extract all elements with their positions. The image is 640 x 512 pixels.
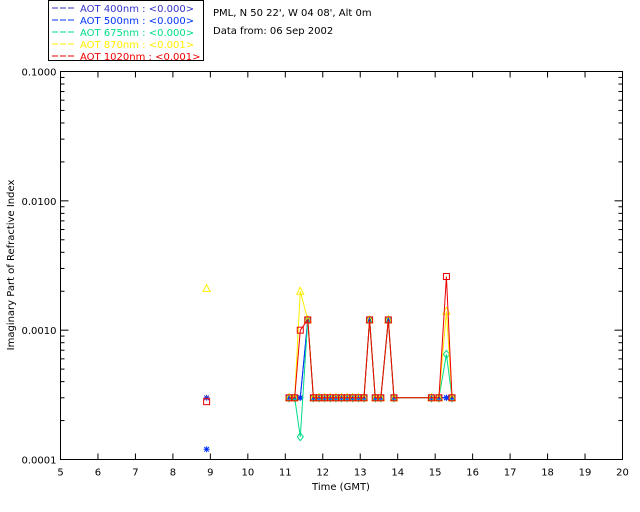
series (203, 272, 456, 406)
plot-area (60, 71, 623, 460)
x-tick-label: 18 (541, 468, 554, 479)
x-tick-label: 9 (207, 468, 213, 479)
x-tick-label: 13 (354, 468, 367, 479)
x-tick-label: 16 (466, 468, 479, 479)
legend: AOT 400nm : <0.000>AOT 500nm : <0.000>AO… (48, 0, 204, 63)
y-tick-label: 0.0001 (22, 456, 57, 467)
axis-ticks: 5 6 7 8 9 10 11 12 13 14 15 16 17 18 19 20 0.0001 0.0010 0… (22, 68, 629, 479)
data-point (390, 394, 398, 402)
data-point (360, 394, 368, 402)
data-point (349, 392, 357, 403)
legend-label: AOT 870nm : <0.001> (80, 40, 194, 51)
data-point (202, 283, 211, 292)
x-tick-label: 14 (391, 468, 404, 479)
data-point (343, 392, 351, 403)
x-tick-label: 12 (316, 468, 329, 479)
data-point (360, 392, 368, 403)
x-tick-label: 8 (170, 468, 176, 479)
x-tick-label: 6 (95, 468, 101, 479)
y-tick-label: 0.0010 (22, 326, 57, 337)
data-point (309, 392, 318, 403)
data-point (332, 392, 340, 403)
legend-label: AOT 675nm : <0.000> (80, 28, 194, 39)
x-tick-label: 20 (616, 468, 629, 479)
x-tick-label: 15 (429, 468, 442, 479)
data-point (203, 394, 210, 401)
data-point (377, 394, 385, 402)
x-tick-label: 17 (504, 468, 517, 479)
x-axis-title: Time (GMT) (311, 482, 370, 493)
data-point (427, 392, 436, 403)
data-point (390, 392, 398, 403)
data-point (435, 394, 443, 402)
x-tick-label: 11 (279, 468, 292, 479)
info-line-date: Data from: 06 Sep 2002 (213, 26, 333, 37)
series-layer (202, 272, 457, 453)
x-tick-label: 10 (241, 468, 254, 479)
data-point (203, 398, 211, 406)
data-point (366, 316, 374, 324)
legend-label: AOT 1020nm : <0.001> (80, 52, 200, 63)
data-point (315, 392, 323, 403)
data-point (291, 394, 299, 402)
data-point (443, 394, 450, 401)
data-point (354, 392, 362, 403)
data-point (296, 431, 304, 442)
data-point (337, 392, 346, 403)
data-point (295, 286, 305, 295)
y-tick-label: 0.1000 (22, 68, 57, 79)
x-tick-label: 19 (579, 468, 592, 479)
data-point (442, 272, 450, 280)
series-line (289, 276, 453, 399)
y-tick-label: 0.0100 (22, 197, 57, 208)
data-point (377, 392, 385, 403)
x-tick-label: 5 (57, 468, 63, 479)
data-point (291, 392, 299, 403)
data-point (442, 349, 451, 360)
data-point (448, 392, 456, 403)
data-point (296, 326, 304, 334)
data-point (203, 446, 210, 453)
data-point (435, 392, 443, 403)
info-line-location: PML, N 50 22', W 04 08', Alt 0m (213, 8, 372, 19)
data-point (297, 394, 304, 401)
legend-label: AOT 400nm : <0.000> (80, 4, 194, 15)
legend-box (48, 0, 204, 61)
data-point (321, 392, 329, 403)
data-point (448, 394, 456, 402)
y-axis-title: Imaginary Part of Refractive Index (6, 180, 17, 351)
data-point (384, 316, 392, 324)
legend-label: AOT 500nm : <0.000> (80, 16, 194, 27)
data-point (427, 394, 435, 402)
x-tick-label: 7 (132, 468, 138, 479)
data-point (304, 316, 312, 324)
data-point (326, 392, 334, 403)
data-point (285, 392, 293, 403)
data-point (371, 392, 379, 403)
